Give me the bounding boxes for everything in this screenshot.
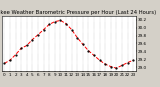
Title: Milwaukee Weather Barometric Pressure per Hour (Last 24 Hours): Milwaukee Weather Barometric Pressure pe… [0,10,156,15]
